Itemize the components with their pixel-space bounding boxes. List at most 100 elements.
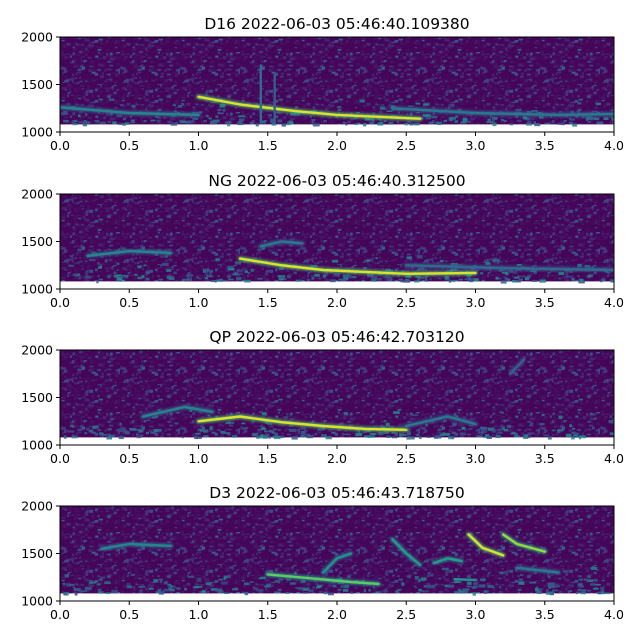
energy-speck	[231, 435, 237, 438]
energy-speck	[251, 432, 259, 436]
energy-speck	[448, 279, 452, 283]
x-tick-label: 0.0	[50, 607, 70, 622]
energy-speck	[274, 591, 281, 594]
energy-speck	[199, 429, 203, 431]
energy-speck	[612, 418, 614, 421]
y-tick-label: 2000	[21, 187, 53, 202]
energy-speck	[206, 275, 213, 278]
energy-speck	[155, 591, 163, 594]
energy-speck	[116, 262, 120, 265]
energy-speck	[215, 588, 223, 592]
energy-speck	[204, 268, 210, 272]
energy-speck	[367, 118, 375, 121]
x-tick-label: 0.5	[119, 295, 139, 310]
energy-speck	[182, 279, 190, 281]
energy-speck	[439, 433, 444, 437]
energy-speck	[375, 257, 378, 259]
energy-speck	[217, 112, 224, 114]
energy-speck	[259, 576, 266, 580]
energy-speck	[371, 279, 376, 282]
energy-speck	[591, 426, 595, 430]
energy-speck	[167, 583, 172, 587]
x-tick-label: 3.0	[466, 451, 486, 466]
energy-speck	[487, 118, 491, 122]
energy-speck	[298, 588, 305, 591]
energy-speck	[81, 590, 88, 592]
energy-speck	[414, 280, 420, 283]
energy-speck	[485, 262, 491, 265]
energy-speck	[63, 120, 69, 123]
energy-speck	[419, 590, 424, 592]
energy-speck	[505, 272, 510, 275]
energy-speck	[306, 436, 312, 439]
energy-speck	[452, 435, 455, 439]
energy-speck	[486, 121, 493, 123]
y-tick-label: 1500	[21, 234, 53, 249]
spectrogram-image	[60, 506, 614, 596]
energy-speck	[164, 255, 168, 258]
energy-speck	[469, 427, 473, 430]
x-tick-label: 0.5	[119, 451, 139, 466]
energy-speck	[294, 571, 297, 575]
energy-speck	[469, 279, 474, 283]
energy-speck	[565, 275, 573, 278]
energy-speck	[291, 436, 298, 440]
energy-speck	[325, 435, 332, 440]
energy-speck	[512, 280, 517, 283]
energy-speck	[531, 110, 538, 112]
x-tick-label: 2.5	[396, 295, 416, 310]
energy-speck	[222, 108, 226, 112]
call-trace	[321, 552, 353, 574]
energy-speck	[110, 418, 114, 421]
energy-speck	[395, 590, 399, 593]
call-trace	[391, 538, 422, 567]
x-tick-label: 3.5	[535, 451, 555, 466]
energy-speck	[102, 433, 107, 437]
energy-speck	[518, 581, 525, 585]
energy-speck	[275, 112, 282, 114]
energy-speck	[458, 590, 465, 593]
energy-speck	[235, 261, 242, 265]
energy-speck	[188, 576, 195, 578]
energy-speck	[484, 591, 488, 594]
energy-speck	[96, 262, 101, 265]
energy-speck	[503, 428, 509, 432]
energy-speck	[207, 414, 211, 417]
energy-speck	[308, 589, 314, 593]
energy-speck	[221, 279, 227, 282]
energy-speck	[289, 428, 296, 432]
x-tick-label: 3.5	[535, 295, 555, 310]
energy-speck	[539, 115, 544, 119]
energy-speck	[420, 577, 427, 581]
energy-speck	[209, 426, 213, 430]
energy-speck	[69, 583, 75, 586]
energy-speck	[300, 435, 305, 437]
energy-speck	[177, 105, 183, 108]
spectrogram-image	[60, 194, 614, 284]
energy-speck	[125, 275, 128, 279]
y-tick-label: 1500	[21, 390, 53, 405]
energy-speck	[444, 584, 449, 587]
energy-speck	[385, 422, 390, 427]
energy-speck	[208, 117, 212, 120]
energy-speck	[244, 270, 248, 273]
energy-speck	[505, 277, 508, 280]
energy-speck	[123, 117, 126, 121]
energy-speck	[278, 277, 286, 281]
energy-speck	[601, 278, 606, 282]
energy-speck	[244, 279, 251, 283]
energy-speck	[85, 113, 88, 117]
energy-speck	[492, 122, 497, 127]
energy-speck	[98, 265, 102, 269]
energy-speck	[69, 255, 73, 258]
x-tick-label: 1.5	[258, 451, 278, 466]
energy-speck	[525, 117, 530, 121]
energy-speck	[543, 434, 549, 437]
energy-speck	[174, 110, 177, 113]
energy-speck	[352, 276, 357, 279]
energy-speck	[523, 436, 529, 439]
call-trace	[502, 533, 546, 553]
energy-speck	[332, 584, 337, 588]
energy-speck	[136, 436, 142, 439]
